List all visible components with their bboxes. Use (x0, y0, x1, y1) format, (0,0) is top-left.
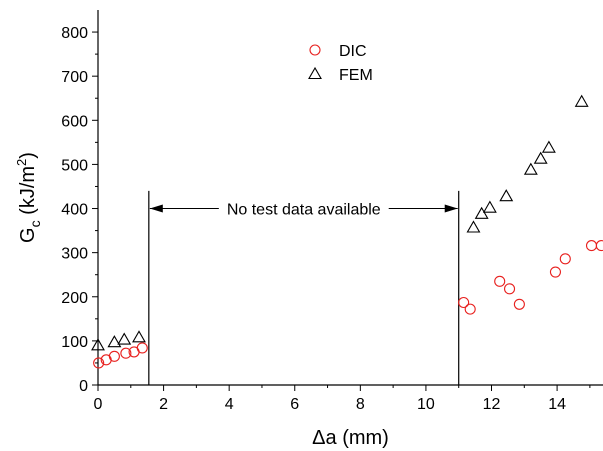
dic-point (136, 342, 148, 354)
dic-point (108, 350, 120, 362)
fem-point (574, 94, 589, 107)
legend-label-dic: DIC (339, 43, 367, 60)
y-tick-label: 0 (79, 378, 88, 395)
x-tick-label: 12 (483, 396, 501, 413)
x-tick-label: 14 (548, 396, 566, 413)
legend-item-dic: DIC (309, 43, 367, 60)
x-axis-title: Δa (mm) (312, 427, 389, 449)
fem-point (482, 200, 497, 213)
dic-point (513, 298, 525, 310)
y-axis-title-unit-close: ) (17, 152, 39, 159)
annotation-label: No test data available (227, 202, 381, 219)
y-axis-title-unit: (kJ/m (17, 166, 39, 220)
fem-point (107, 335, 122, 348)
dic-point (585, 240, 598, 252)
fem-point (474, 206, 489, 219)
fem-point (117, 332, 132, 345)
y-tick-label: 100 (61, 334, 88, 351)
axis-ticks: 0 2 4 6 8 10 12 14 0 100 200 300 400 500 600 700 800 (61, 25, 591, 413)
legend-item-fem: FEM (308, 66, 373, 84)
legend-label-fem: FEM (339, 67, 373, 84)
series-dic (93, 240, 603, 369)
x-tick-label: 6 (290, 396, 299, 413)
fem-point (132, 330, 146, 343)
y-tick-label: 600 (61, 113, 88, 130)
legend-marker-fem (308, 66, 322, 80)
x-tick-label: 0 (94, 396, 103, 413)
fem-point (91, 338, 105, 351)
plot-area (97, 10, 603, 386)
y-tick-label: 400 (61, 202, 88, 219)
data-marks (91, 94, 603, 369)
dic-point (464, 303, 476, 315)
dic-point (494, 275, 506, 287)
y-axis-title: Gc (kJ/m2) (14, 152, 43, 243)
dic-point (120, 347, 132, 359)
x-tick-label: 4 (225, 396, 234, 413)
y-axis-title-main: G (17, 227, 39, 243)
y-tick-label: 200 (61, 290, 88, 307)
y-tick-label: 300 (61, 246, 88, 263)
y-tick-label: 500 (61, 157, 88, 174)
y-tick-label: 700 (61, 69, 88, 86)
fem-point (466, 220, 481, 233)
legend: DIC FEM (308, 43, 373, 84)
dic-point (458, 296, 470, 309)
fem-point (499, 189, 514, 202)
x-tick-label: 10 (417, 396, 435, 413)
fem-point (541, 140, 556, 153)
fem-point (533, 151, 548, 164)
x-tick-label: 2 (159, 396, 168, 413)
legend-marker-dic (309, 44, 321, 56)
dic-point (595, 240, 603, 252)
dic-point (549, 266, 562, 278)
y-tick-label: 800 (61, 25, 88, 42)
annotation-left-arrowhead (149, 204, 163, 213)
series-fem (91, 94, 589, 351)
y-axis-title-unit-sup: 2 (14, 159, 29, 166)
dic-point (93, 357, 105, 369)
annotation-right-arrowhead (444, 204, 458, 213)
annotation-group: No test data available (148, 190, 460, 385)
x-tick-label: 8 (356, 396, 365, 413)
fem-point (523, 162, 538, 175)
dic-point (503, 283, 516, 295)
y-axis-title-sub: c (27, 220, 43, 227)
dic-point (559, 253, 571, 265)
